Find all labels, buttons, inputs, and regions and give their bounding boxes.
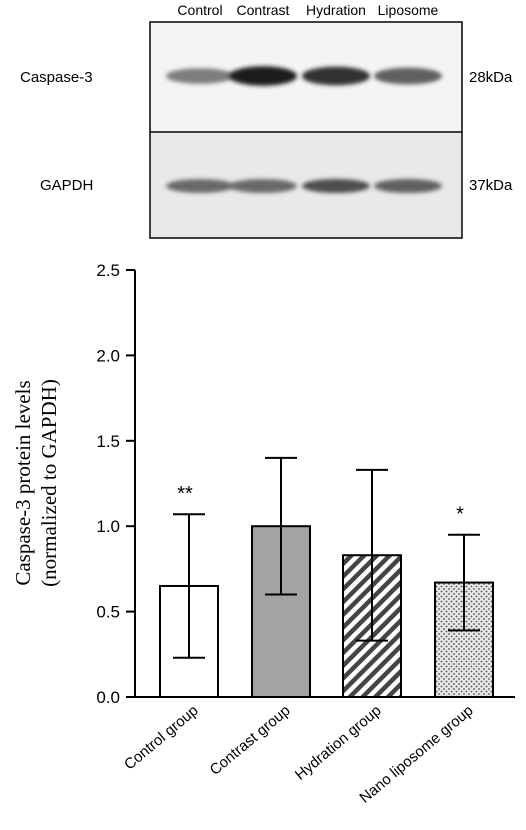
blot-band: [229, 179, 297, 193]
y-tick-label: 0.0: [96, 688, 120, 707]
bar-chart: Caspase-3 protein levels (normalized to …: [11, 261, 515, 807]
significance-marks: ***: [177, 483, 464, 525]
blot-band: [229, 66, 297, 86]
y-axis-label-line2: (normalized to GAPDH): [37, 379, 61, 587]
row-size-gapdh: 37kDa: [469, 177, 513, 194]
error-bar: [356, 468, 388, 642]
row-label-caspase: Caspase-3: [20, 69, 93, 86]
lane-label: Contrast: [237, 2, 290, 18]
blot-band: [166, 179, 234, 193]
blot-bands: [166, 66, 442, 193]
blot-band: [374, 67, 442, 85]
x-tick-label: Contrast group: [207, 702, 294, 779]
y-axis-label: Caspase-3 protein levels (normalized to …: [11, 379, 61, 587]
y-tick-label: 2.5: [96, 261, 120, 280]
y-axis-label-line1: Caspase-3 protein levels: [11, 380, 35, 585]
lane-label: Hydration: [306, 2, 366, 18]
error-bar: [173, 513, 205, 659]
error-bar: [265, 456, 297, 596]
y-tick-label: 2.0: [96, 346, 120, 365]
blot-band: [302, 66, 370, 86]
bars: [159, 525, 494, 699]
y-tick-label: 1.0: [96, 517, 120, 536]
lane-label: Control: [177, 2, 222, 18]
blot-band: [374, 179, 442, 193]
x-tick-label: Hydration group: [292, 702, 385, 784]
error-bars: [173, 456, 480, 659]
blot-band: [166, 68, 234, 84]
y-tick-label: 1.5: [96, 432, 120, 451]
western-blot: Control Contrast Hydration Liposome Casp…: [20, 2, 513, 239]
blot-band: [302, 179, 370, 193]
error-bar: [448, 533, 480, 632]
y-ticks: 0.0 0.5 1.0 1.5 2.0 2.5: [96, 261, 135, 707]
significance-mark: **: [177, 483, 193, 505]
y-tick-label: 0.5: [96, 603, 120, 622]
lane-label: Liposome: [378, 2, 439, 18]
row-size-caspase: 28kDa: [469, 69, 513, 86]
x-tick-label: Control group: [121, 702, 202, 773]
significance-mark: *: [456, 504, 464, 526]
row-label-gapdh: GAPDH: [40, 177, 93, 194]
